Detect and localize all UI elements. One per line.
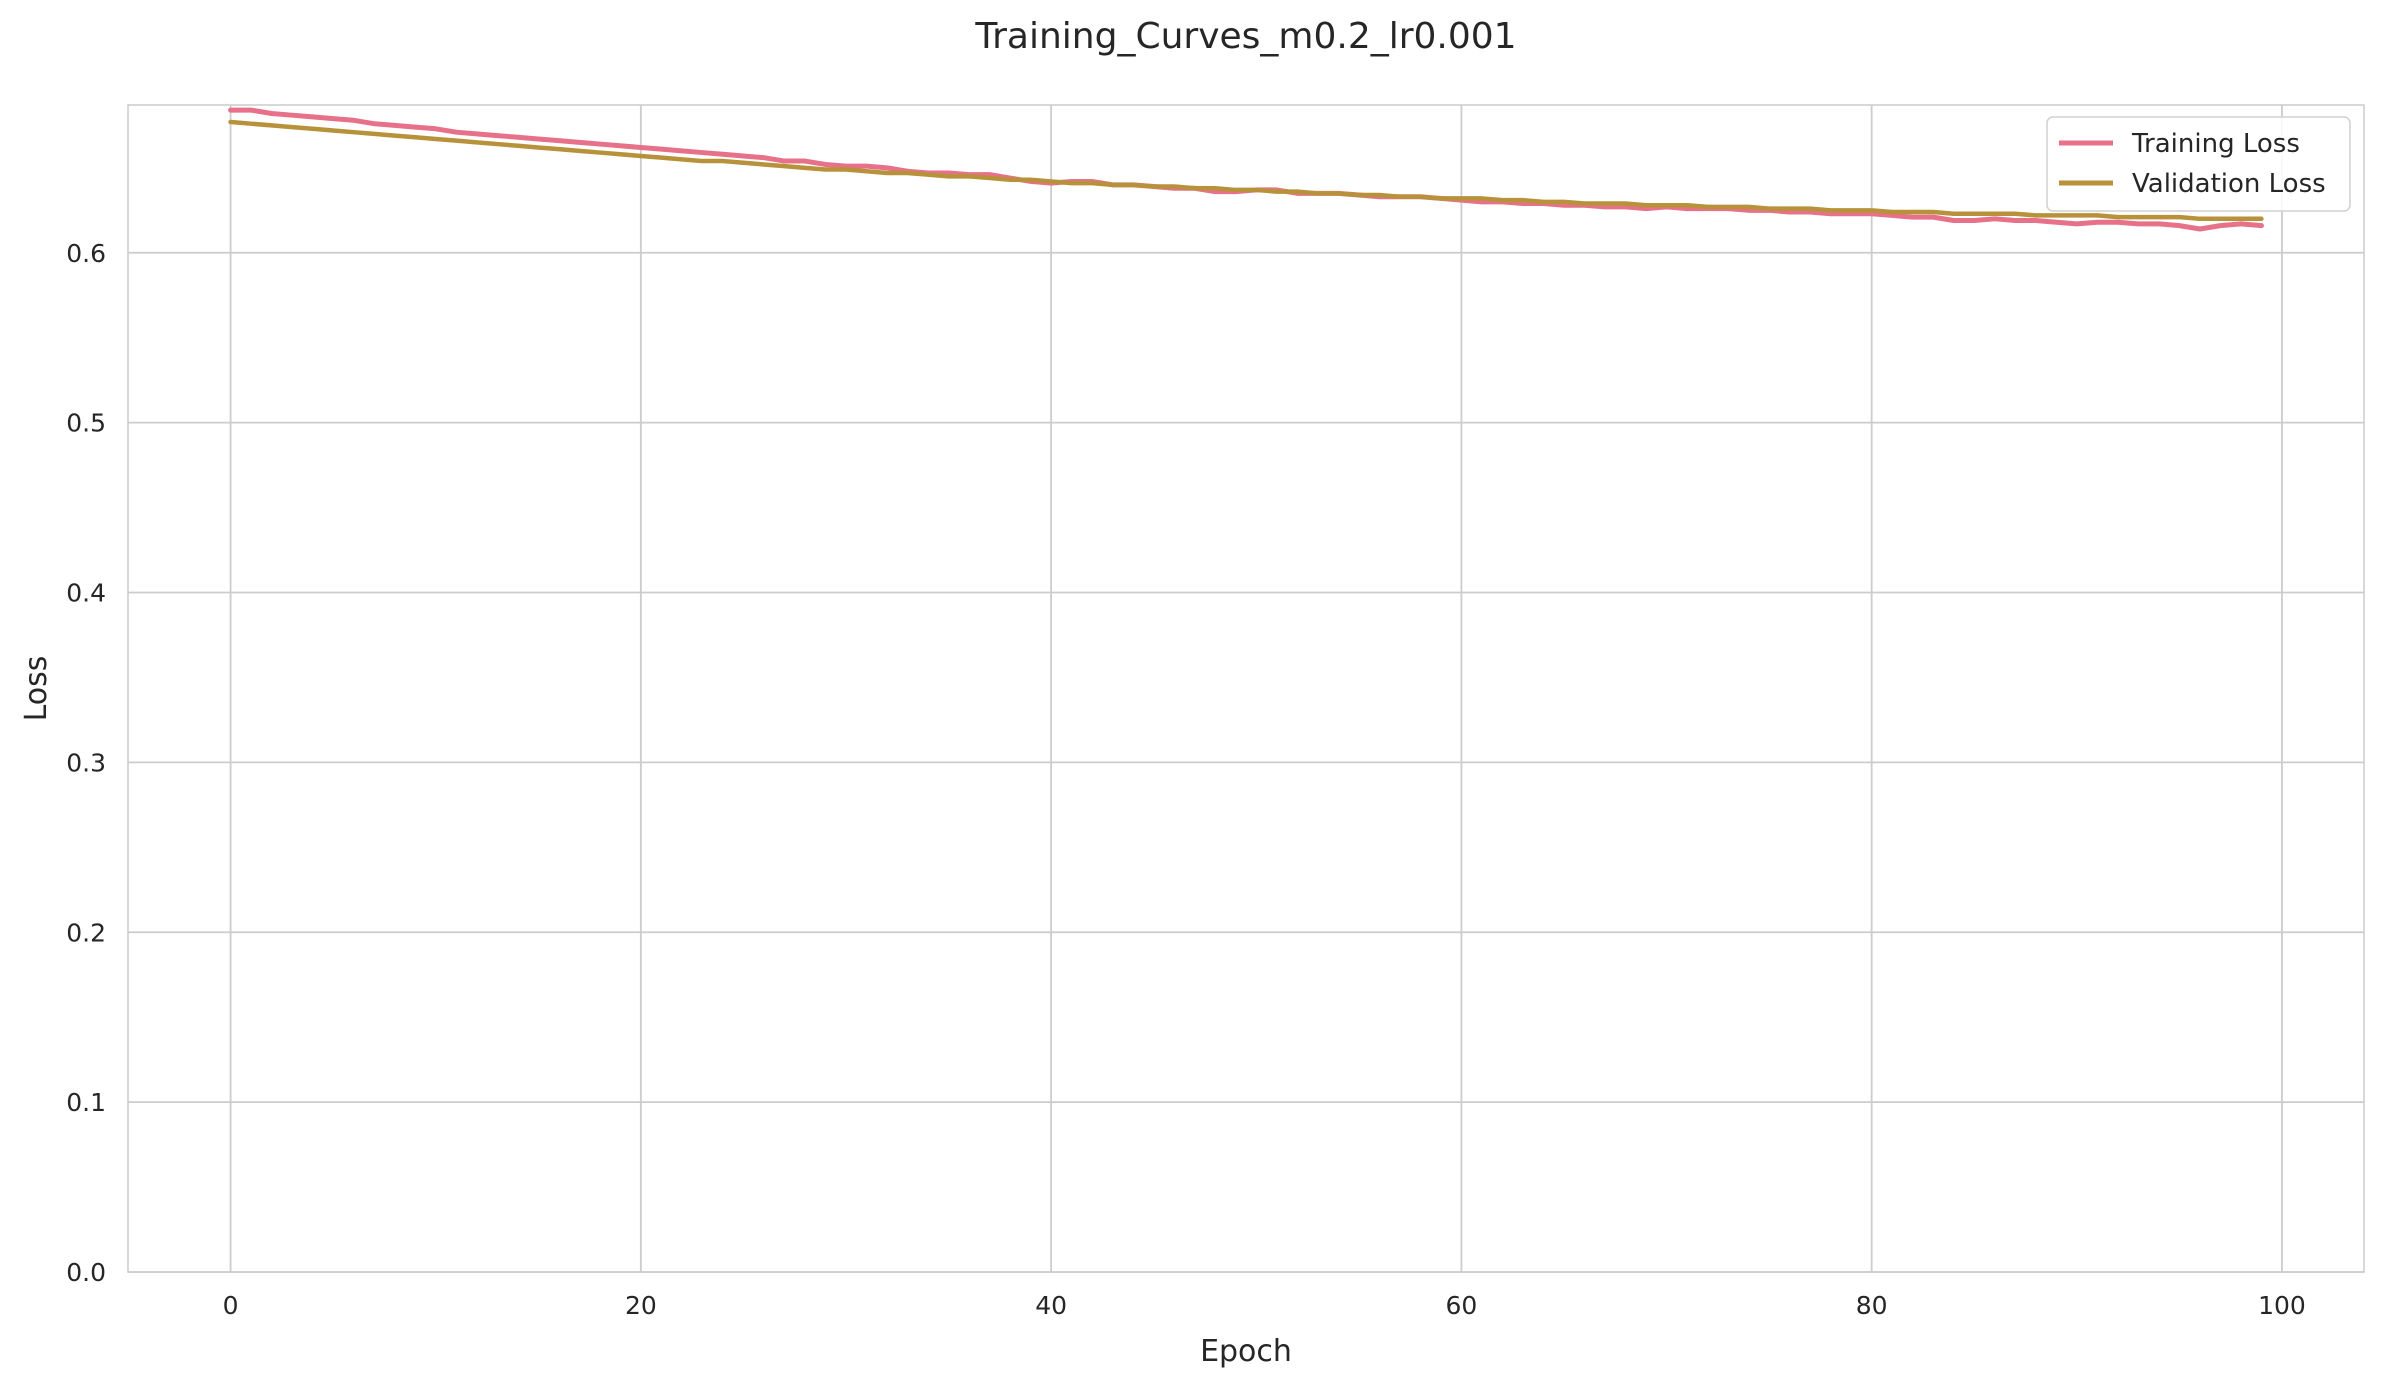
y-tick-label: 0.4	[66, 579, 106, 608]
plot-frame	[127, 104, 2365, 1273]
legend-frame	[2046, 116, 2351, 212]
x-tick-label: 0	[223, 1291, 239, 1320]
series-lines	[228, 107, 2264, 232]
x-tick-label: 100	[2258, 1291, 2306, 1320]
x-axis-label: Epoch	[1200, 1334, 1292, 1369]
legend-label: Validation Loss	[2132, 169, 2326, 199]
y-axis-ticks: 0.0 0.1 0.2 0.3 0.4 0.5 0.6	[66, 239, 106, 1287]
x-tick-label: 80	[1856, 1291, 1888, 1320]
y-tick-label: 0.1	[66, 1088, 106, 1117]
y-tick-label: 0.3	[66, 748, 106, 777]
chart-title: Training_Curves_m0.2_lr0.001	[974, 16, 1516, 57]
series-line-validation-loss	[228, 119, 2264, 222]
legend: Training Loss Validation Loss	[2046, 116, 2351, 212]
x-axis-ticks: 0 20 40 60 80 100	[223, 1291, 2306, 1320]
legend-label: Training Loss	[2131, 129, 2300, 159]
y-tick-label: 0.0	[66, 1258, 106, 1287]
x-tick-label: 20	[625, 1291, 657, 1320]
y-axis-label: Loss	[19, 656, 54, 722]
y-tick-label: 0.6	[66, 239, 106, 268]
grid	[128, 105, 2364, 1273]
y-tick-label: 0.2	[66, 918, 106, 947]
x-tick-label: 60	[1445, 1291, 1477, 1320]
y-tick-label: 0.5	[66, 409, 106, 438]
x-tick-label: 40	[1035, 1291, 1067, 1320]
